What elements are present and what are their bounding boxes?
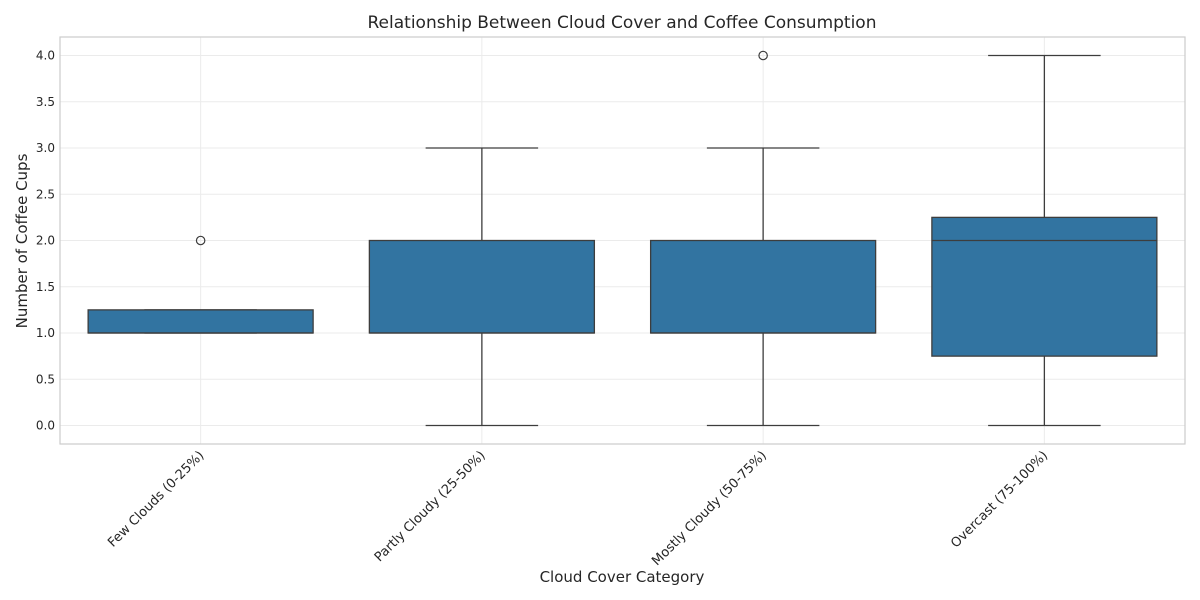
y-tick-label: 1.0 xyxy=(36,326,55,340)
x-axis-label: Cloud Cover Category xyxy=(540,568,705,586)
x-tick-label: Few Clouds (0-25%) xyxy=(105,448,207,550)
plot-frame xyxy=(59,36,1186,445)
y-tick-label: 1.5 xyxy=(36,280,55,294)
y-tick-label: 2.5 xyxy=(36,187,55,201)
y-tick-label: 4.0 xyxy=(36,49,55,63)
y-tick-label: 3.0 xyxy=(36,141,55,155)
x-tick-label: Partly Cloudy (25-50%) xyxy=(372,448,489,565)
box-group xyxy=(649,50,877,427)
y-tick-label: 0.0 xyxy=(36,419,55,433)
iqr-box xyxy=(87,309,314,334)
box-group xyxy=(368,147,596,427)
y-axis-label: Number of Coffee Cups xyxy=(13,153,31,328)
y-tick-label: 2.0 xyxy=(36,234,55,248)
box-group xyxy=(931,54,1158,427)
chart-title: Relationship Between Cloud Cover and Cof… xyxy=(368,13,877,33)
y-tick-label: 3.5 xyxy=(36,95,55,109)
x-tick-label: Overcast (75-100%) xyxy=(948,448,1051,551)
y-tick-labels: 0.0 0.5 1.0 1.5 2.0 2.5 3.0 3.5 4.0 xyxy=(36,49,55,433)
outlier-point xyxy=(758,50,768,61)
y-tick-label: 0.5 xyxy=(36,372,55,386)
outlier-point xyxy=(195,235,206,246)
iqr-box xyxy=(368,239,596,334)
iqr-box xyxy=(931,216,1158,357)
box-group xyxy=(87,235,314,334)
box-layer xyxy=(87,50,1158,427)
iqr-box xyxy=(649,239,877,334)
x-tick-labels: Few Clouds (0-25%) Partly Cloudy (25-50%)… xyxy=(105,448,1051,569)
x-tick-label: Mostly Cloudy (50-75%) xyxy=(649,448,770,569)
